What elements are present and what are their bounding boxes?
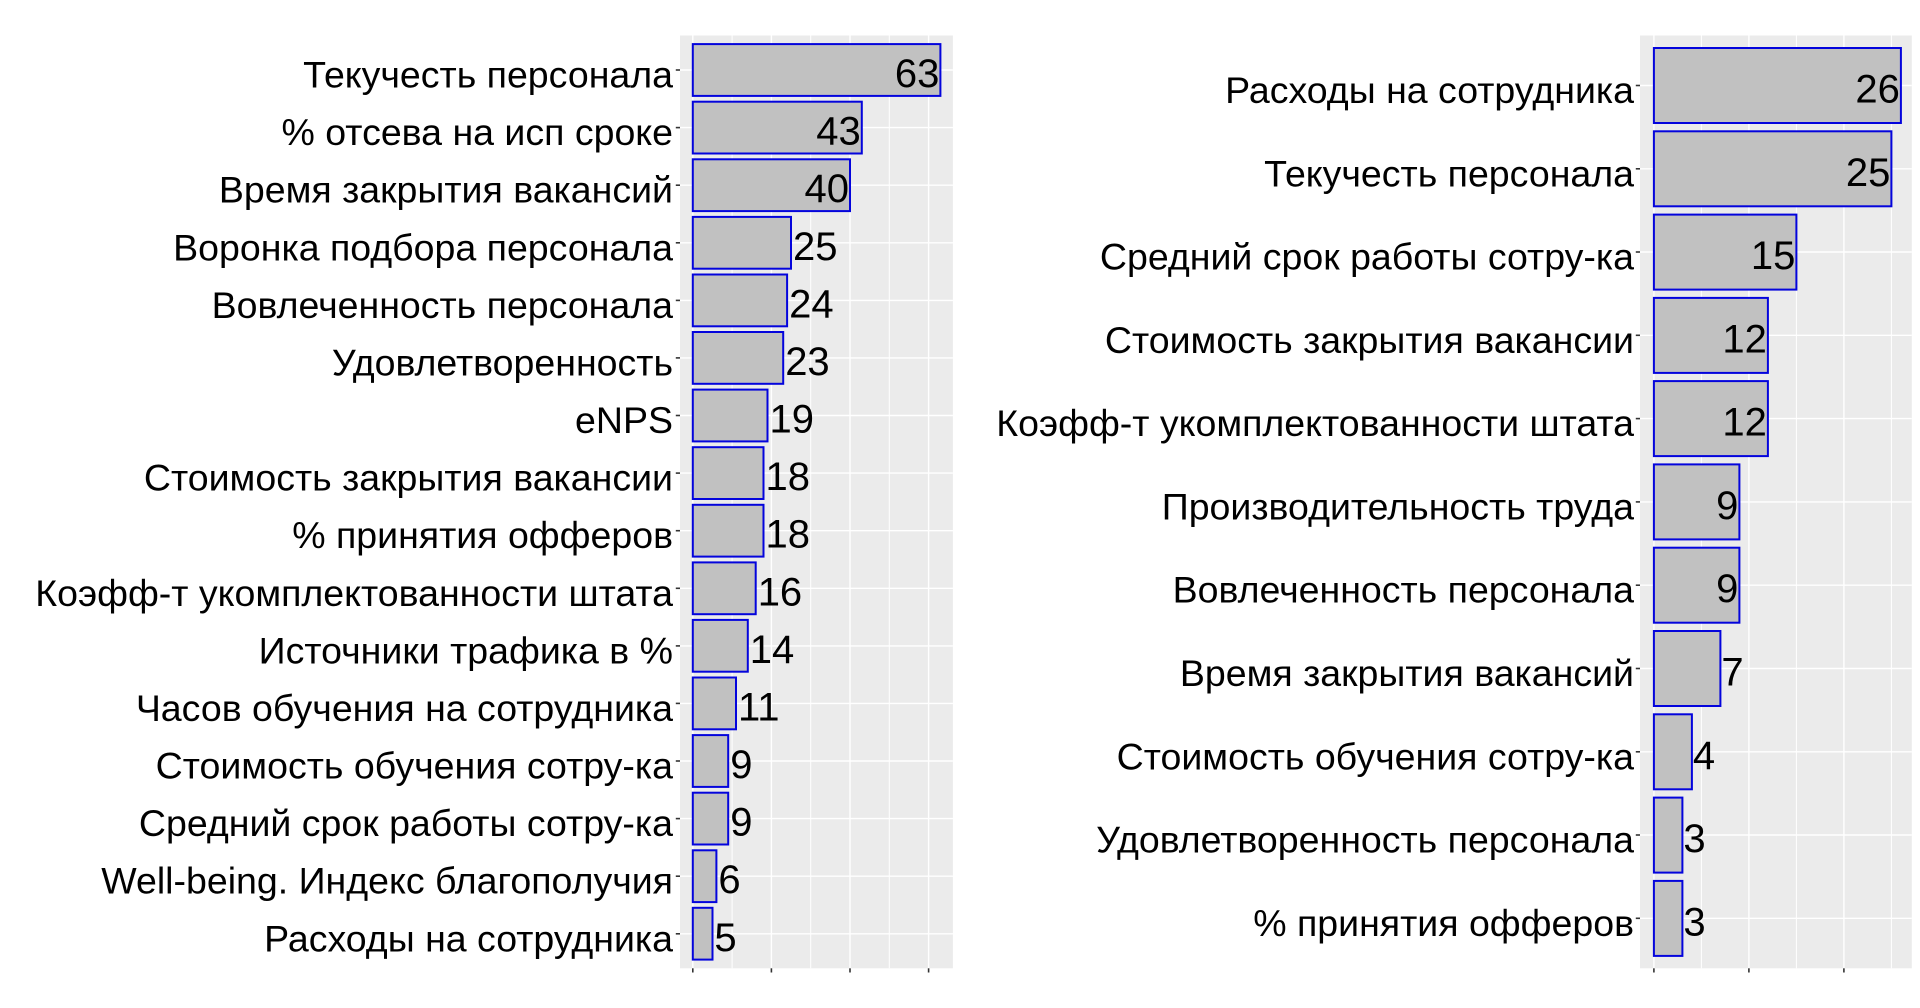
svg-text:43: 43 (816, 110, 861, 154)
svg-text:12: 12 (1722, 317, 1767, 361)
svg-text:eNPS: eNPS (575, 399, 673, 441)
svg-text:Стоимость закрытия вакансии: Стоимость закрытия вакансии (144, 457, 673, 499)
svg-text:Производительность труда: Производительность труда (1162, 485, 1634, 527)
svg-text:18: 18 (766, 455, 811, 499)
svg-text:Расходы на сотрудника: Расходы на сотрудника (264, 917, 673, 959)
svg-text:Часов обучения на сотрудника: Часов обучения на сотрудника (136, 687, 673, 729)
svg-text:% принятия офферов: % принятия офферов (1253, 902, 1634, 944)
svg-text:Текучесть персонала: Текучесть персонала (303, 54, 673, 96)
svg-text:Вовлеченность персонала: Вовлеченность персонала (212, 284, 673, 326)
svg-text:Время закрытия вакансий: Время закрытия вакансий (219, 169, 673, 211)
svg-text:Стоимость закрытия вакансии: Стоимость закрытия вакансии (1105, 319, 1634, 361)
svg-text:23: 23 (785, 340, 830, 384)
svg-text:7: 7 (1721, 651, 1743, 695)
svg-text:Вовлеченность персонала: Вовлеченность персонала (1173, 569, 1634, 611)
svg-text:25: 25 (793, 225, 838, 269)
svg-text:Well-being. Индекс благополучи: Well-being. Индекс благополучия (101, 860, 673, 902)
svg-text:9: 9 (730, 743, 752, 787)
svg-text:Средний срок работы сотру-ка: Средний срок работы сотру-ка (139, 802, 673, 844)
svg-text:Стоимость обучения сотру-ка: Стоимость обучения сотру-ка (1117, 735, 1634, 777)
svg-text:Коэфф-т укомплектованности шта: Коэфф-т укомплектованности штата (996, 402, 1634, 444)
svg-text:6: 6 (718, 858, 740, 902)
svg-text:25: 25 (1846, 151, 1891, 195)
svg-text:15: 15 (1751, 234, 1796, 278)
svg-text:9: 9 (1716, 567, 1738, 611)
svg-text:11: 11 (738, 685, 780, 729)
svg-text:16: 16 (758, 570, 803, 614)
svg-text:Коэфф-т укомплектованности шта: Коэфф-т укомплектованности штата (35, 572, 673, 614)
svg-text:Время закрытия вакансий: Время закрытия вакансий (1180, 652, 1634, 694)
svg-text:% отсева на исп сроке: % отсева на исп сроке (282, 111, 673, 153)
svg-text:Средний срок работы сотру-ка: Средний срок работы сотру-ка (1100, 236, 1634, 278)
svg-text:26: 26 (1855, 68, 1900, 112)
svg-text:% принятия офферов: % принятия офферов (292, 514, 673, 556)
svg-text:5: 5 (714, 916, 736, 960)
svg-text:Стоимость обучения сотру-ка: Стоимость обучения сотру-ка (156, 745, 673, 787)
svg-text:4: 4 (1693, 734, 1715, 778)
svg-text:Источники трафика в %: Источники трафика в % (259, 629, 673, 671)
svg-text:Текучесть персонала: Текучесть персонала (1264, 152, 1634, 194)
svg-text:40: 40 (805, 167, 850, 211)
svg-text:63: 63 (895, 52, 940, 96)
svg-text:19: 19 (770, 398, 815, 442)
svg-text:12: 12 (1722, 401, 1767, 445)
svg-text:9: 9 (730, 801, 752, 845)
svg-text:18: 18 (766, 513, 811, 557)
svg-text:9: 9 (1716, 484, 1738, 528)
svg-text:Удовлетворенность персонала: Удовлетворенность персонала (1096, 819, 1634, 861)
svg-text:14: 14 (750, 628, 795, 672)
svg-text:Удовлетворенность: Удовлетворенность (332, 341, 673, 383)
svg-text:3: 3 (1683, 817, 1705, 861)
svg-text:Расходы на сотрудника: Расходы на сотрудника (1225, 69, 1634, 111)
svg-text:Воронка подбора персонала: Воронка подбора персонала (173, 226, 673, 268)
svg-text:24: 24 (789, 282, 834, 326)
svg-text:3: 3 (1683, 900, 1705, 944)
